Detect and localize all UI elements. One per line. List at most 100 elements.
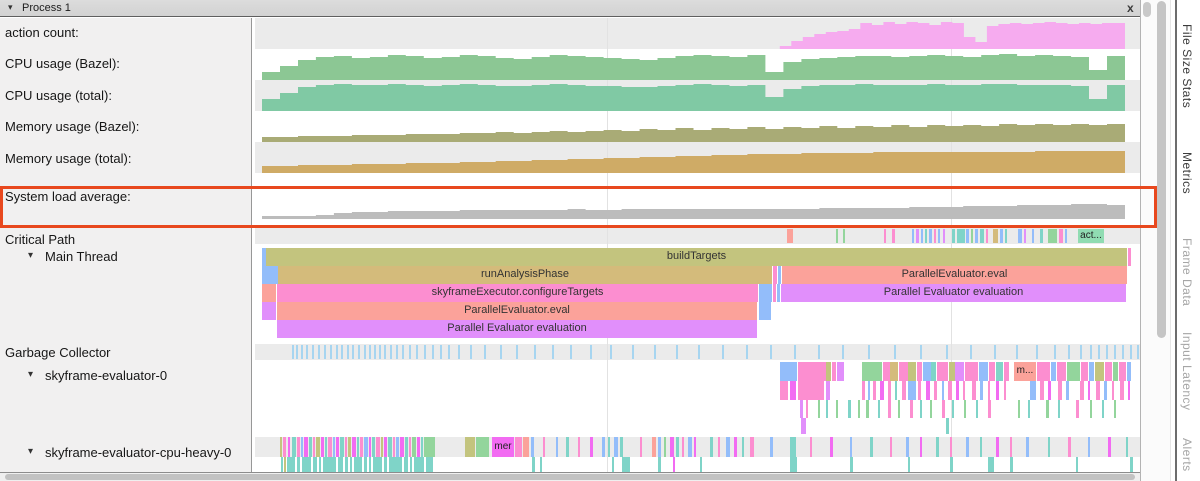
cpu-heavy-r1-segment[interactable] [348,437,351,457]
cpu-heavy-r1-segment[interactable] [543,437,545,457]
gc-event-tick[interactable] [312,345,314,359]
cpu-heavy-r1-segment[interactable] [734,437,737,457]
evaluator0-r2-segment[interactable] [996,381,999,400]
cpu-heavy-r1-segment[interactable] [640,437,642,457]
gc-event-tick[interactable] [440,345,442,359]
system-load-average-chart[interactable] [262,173,1125,219]
evaluator0-r3-segment[interactable] [1090,400,1092,418]
critical-path-segment[interactable] [993,229,998,243]
cpu-heavy-r1-segment[interactable] [710,437,713,457]
evaluator0-r3-segment[interactable] [910,400,913,418]
main-thread-r2-runanalysisphase[interactable]: runAnalysisPhase [278,266,772,284]
evaluator0-r1-segment[interactable] [1105,362,1112,381]
evaluator0-r2-segment[interactable] [956,381,959,400]
evaluator0-r2-segment[interactable] [926,381,930,400]
cpu-heavy-r1-segment[interactable] [424,437,435,457]
inner-vertical-scrollbar-thumb[interactable] [1143,2,1151,17]
cpu-heavy-r1-segment[interactable] [602,437,605,457]
cpu-heavy-r2-segment[interactable] [373,457,382,472]
evaluator0-r1-segment[interactable] [989,362,995,381]
evaluator0-r3-segment[interactable] [1058,400,1060,418]
cpu-heavy-r2-segment[interactable] [345,457,348,472]
critical-path-segment[interactable] [925,229,927,243]
cpu-heavy-r2-segment[interactable] [369,457,371,472]
cpu-heavy-r1-segment[interactable] [950,437,952,457]
gc-event-tick[interactable] [1090,345,1092,359]
tab-input-latency[interactable]: Input Latency [1180,332,1194,411]
main-thread-r3-skyframeexecutor-configuretargets[interactable]: skyframeExecutor.configureTargets [277,284,758,302]
cpu-heavy-r2-segment[interactable] [297,457,300,472]
process-header[interactable]: ▾ Process 1 x [0,0,1140,17]
evaluator0-r1-segment[interactable] [1004,362,1009,381]
evaluator0-r1-segment[interactable] [1127,362,1131,381]
main-thread-r3-segment[interactable] [759,284,772,302]
evaluator0-r1-segment[interactable] [1051,362,1056,381]
critical-path-segment[interactable] [1005,229,1007,243]
cpu-heavy-r1-segment[interactable] [566,437,569,457]
cpu-heavy-r2-segment[interactable] [1130,457,1133,472]
critical-path-segment[interactable] [1032,229,1034,243]
cpu-heavy-r1-segment[interactable] [830,437,833,457]
gc-event-tick[interactable] [946,345,948,359]
gc-event-tick[interactable] [654,345,656,359]
critical-path-segment[interactable] [912,229,914,243]
cpu-heavy-r1-segment[interactable] [620,437,623,457]
main-thread-r3-segment[interactable] [262,284,276,302]
evaluator0-r1-segment[interactable] [862,362,882,381]
cpu-heavy-r1-segment[interactable] [400,437,404,457]
evaluator0-r2-segment[interactable] [888,381,891,400]
evaluator0-r3-segment[interactable] [858,400,860,418]
cpu-heavy-r1-segment[interactable] [682,437,684,457]
critical-path-segment[interactable] [975,229,978,243]
main-thread-r4-segment[interactable] [759,302,771,320]
collapse-arrow-icon[interactable]: ▾ [8,2,13,12]
evaluator0-r1-segment[interactable] [883,362,890,381]
gc-event-tick[interactable] [722,345,724,359]
gc-event-tick[interactable] [1114,345,1116,359]
cpu-heavy-r1-segment[interactable] [376,437,380,457]
cpu-heavy-r1-segment[interactable] [590,437,593,457]
cpu-heavy-r2-segment[interactable] [790,457,797,472]
evaluator0-r3-segment[interactable] [806,400,808,418]
cpu-heavy-r2-segment[interactable] [384,457,387,472]
gc-event-tick[interactable] [1106,345,1108,359]
evaluator0-r3-segment[interactable] [836,400,838,418]
cpu-heavy-r2-segment[interactable] [1010,457,1013,472]
cpu-heavy-r2-segment[interactable] [612,457,614,472]
evaluator0-r3-segment[interactable] [920,400,922,418]
cpu-heavy-r1-segment[interactable] [421,437,423,457]
cpu-heavy-r1-segment[interactable] [906,437,909,457]
gc-event-tick[interactable] [292,345,294,359]
gc-event-tick[interactable] [484,345,486,359]
cpu-heavy-r1-segment[interactable] [726,437,730,457]
evaluator0-r3-segment[interactable] [1046,400,1049,418]
evaluator0-r2-segment[interactable] [1120,381,1124,400]
cpu-heavy-r2-segment[interactable] [319,457,321,472]
cpu-heavy-r1-segment[interactable] [309,437,312,457]
cpu-heavy-r1-segment[interactable] [694,437,696,457]
cpu-heavy-r1-segment[interactable] [676,437,679,457]
cpu-heavy-r1-mer[interactable]: mer [492,437,514,457]
evaluator0-r2-segment[interactable] [1058,381,1062,400]
collapse-arrow-icon[interactable]: ▾ [28,446,34,457]
evaluator0-r2-segment[interactable] [880,381,884,400]
evaluator0-r1-segment[interactable] [798,362,826,381]
cpu-heavy-r2-segment[interactable] [1076,457,1078,472]
cpu-heavy-r1-segment[interactable] [870,437,873,457]
cpu-heavy-r1-segment[interactable] [393,437,395,457]
evaluator0-r3-segment[interactable] [988,400,991,418]
critical-path-segment[interactable] [921,229,923,243]
gc-event-tick[interactable] [364,345,366,359]
cpu-usage-total-chart[interactable] [262,80,1125,111]
gc-event-tick[interactable] [324,345,326,359]
evaluator0-r3-segment[interactable] [1028,400,1030,418]
evaluator0-r1-segment[interactable] [908,362,916,381]
cpu-heavy-r2-segment[interactable] [338,457,343,472]
evaluator0-r1-segment[interactable] [923,362,931,381]
cpu-heavy-r2-segment[interactable] [988,457,994,472]
cpu-heavy-r1-segment[interactable] [321,437,324,457]
gc-event-tick[interactable] [632,345,634,359]
critical-path-segment[interactable] [916,229,919,243]
cpu-heavy-r1-segment[interactable] [364,437,368,457]
critical-path-segment[interactable] [934,229,936,243]
